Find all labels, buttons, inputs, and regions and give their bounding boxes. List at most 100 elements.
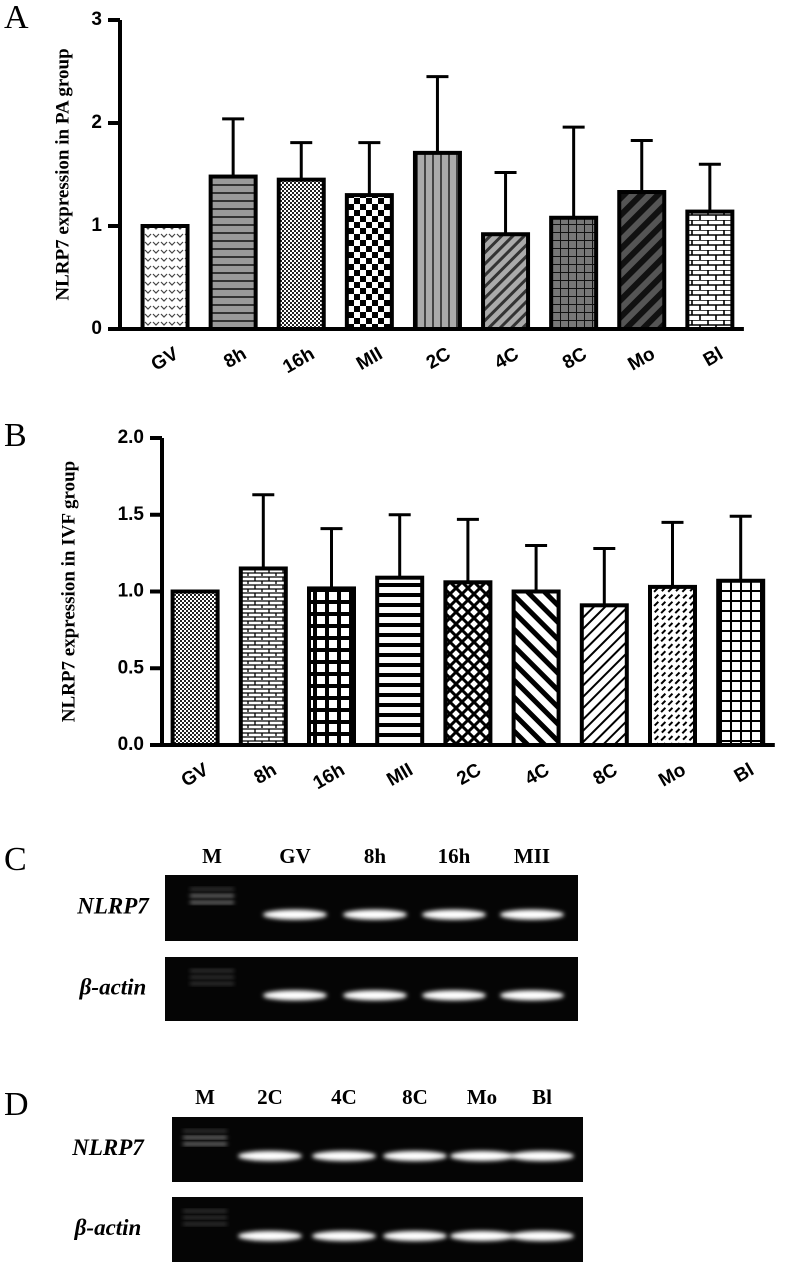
y-tick-label: 1.0 xyxy=(118,581,144,602)
bar xyxy=(276,177,326,331)
y-axis-title: NLRP7 expression in PA group xyxy=(52,48,73,300)
marker-band xyxy=(190,888,234,891)
y-tick-label: 0.5 xyxy=(118,657,145,678)
x-tick-label: 2C xyxy=(423,343,455,373)
lane-label: Bl xyxy=(532,1085,552,1109)
lane-label: 8h xyxy=(364,844,387,868)
bar xyxy=(549,215,599,331)
gel-band xyxy=(312,1151,376,1161)
gene-label: β-actin xyxy=(74,1215,142,1240)
y-tick-label: 3 xyxy=(91,9,102,30)
x-tick-label: MII xyxy=(353,343,386,374)
gene-label: NLRP7 xyxy=(71,1135,145,1160)
x-tick-label: GV xyxy=(178,759,213,791)
gel-band xyxy=(500,990,564,1001)
x-tick-label: 8C xyxy=(590,759,622,789)
x-tick-label: 2C xyxy=(453,759,485,789)
x-tick-label: Bl xyxy=(700,343,727,371)
bar xyxy=(511,589,561,747)
x-tick-label: GV xyxy=(148,343,183,375)
bar xyxy=(443,580,493,747)
lane-label: M xyxy=(202,844,222,868)
gel-image xyxy=(172,1197,583,1262)
marker-band xyxy=(183,1216,227,1219)
x-tick-label: 16h xyxy=(310,759,349,794)
marker-band xyxy=(190,982,234,985)
x-tick-label: Mo xyxy=(624,343,658,375)
gel-band xyxy=(263,909,327,920)
panel-label: D xyxy=(4,1086,29,1123)
marker-band xyxy=(183,1136,227,1139)
y-tick-label: 2.0 xyxy=(118,427,144,448)
lane-label: 2C xyxy=(257,1085,283,1109)
x-tick-label: Mo xyxy=(655,759,689,791)
lane-label: 4C xyxy=(331,1085,357,1109)
lane-label: M xyxy=(195,1085,215,1109)
gel-band xyxy=(450,1151,514,1161)
y-tick-label: 1.5 xyxy=(118,504,145,525)
x-tick-label: 8h xyxy=(220,343,250,372)
bar xyxy=(140,224,190,331)
gel-band xyxy=(312,1231,376,1241)
gene-label: β-actin xyxy=(79,974,147,999)
x-tick-label: 8h xyxy=(251,759,281,788)
gel-band xyxy=(500,909,564,920)
gel-band xyxy=(343,990,407,1001)
gel-band xyxy=(383,1231,447,1241)
lane-label: 16h xyxy=(438,844,471,868)
lane-label: GV xyxy=(279,844,311,868)
gel-band xyxy=(450,1231,514,1241)
bar xyxy=(481,232,531,332)
gel-image xyxy=(172,1117,583,1182)
gel-band xyxy=(343,909,407,920)
x-tick-label: 4C xyxy=(522,759,554,789)
marker-band xyxy=(190,969,234,972)
x-tick-label: 8C xyxy=(559,343,591,373)
gel-band xyxy=(422,990,486,1001)
gel-band xyxy=(263,990,327,1001)
bar xyxy=(685,209,735,331)
lane-label: MII xyxy=(514,844,550,868)
gel-band xyxy=(238,1151,302,1161)
x-tick-label: 4C xyxy=(491,343,523,373)
bar xyxy=(617,190,667,331)
bar xyxy=(716,578,766,747)
gel-image xyxy=(165,875,578,941)
gel-image xyxy=(165,957,578,1021)
gel-band xyxy=(510,1151,574,1161)
x-tick-label: MII xyxy=(383,759,416,790)
panel-label: C xyxy=(4,841,27,878)
lane-label: 8C xyxy=(402,1085,428,1109)
y-axis-title: NLRP7 expression in IVF group xyxy=(58,461,79,722)
gel-band xyxy=(383,1151,447,1161)
marker-band xyxy=(190,901,234,904)
panel-label: B xyxy=(4,417,27,454)
x-tick-label: Bl xyxy=(731,759,758,787)
marker-band xyxy=(183,1143,227,1145)
bar xyxy=(412,150,462,331)
y-tick-label: 2 xyxy=(91,112,102,133)
gel-band xyxy=(238,1231,302,1241)
marker-band xyxy=(183,1210,227,1212)
marker-band xyxy=(190,894,234,897)
marker-band xyxy=(190,976,234,979)
x-tick-label: 16h xyxy=(279,343,318,378)
panel-label: A xyxy=(4,0,29,36)
marker-band xyxy=(183,1130,227,1132)
gene-label: NLRP7 xyxy=(76,893,150,918)
gel-band xyxy=(510,1231,574,1241)
y-tick-label: 0 xyxy=(91,318,102,339)
bar xyxy=(375,575,425,747)
y-tick-label: 1 xyxy=(91,215,102,236)
lane-label: Mo xyxy=(467,1085,497,1109)
bar xyxy=(648,584,697,748)
y-tick-label: 0.0 xyxy=(118,734,144,755)
bar xyxy=(238,566,288,747)
gel-band xyxy=(422,909,486,920)
bar xyxy=(344,193,394,331)
bar xyxy=(307,586,356,747)
bar xyxy=(579,603,629,747)
bar xyxy=(208,174,258,331)
bar xyxy=(170,589,220,747)
